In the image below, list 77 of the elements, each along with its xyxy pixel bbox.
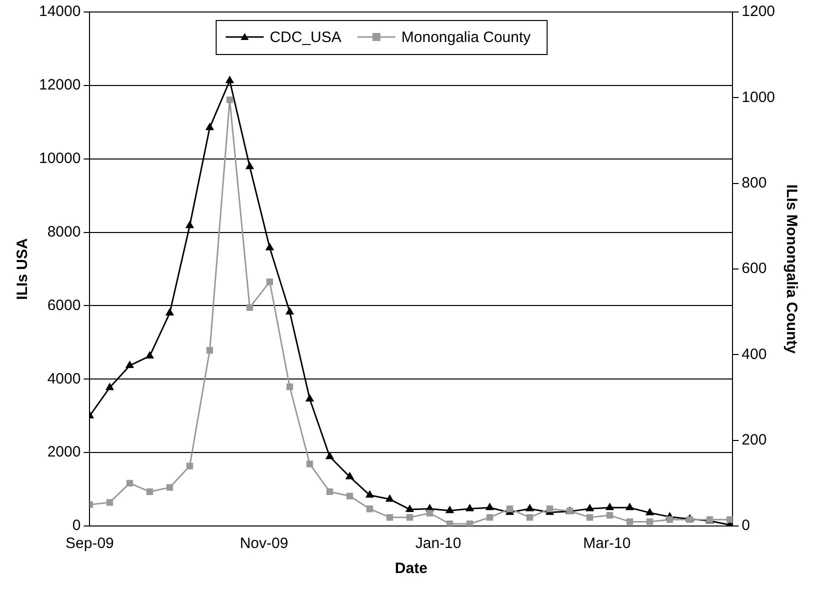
point xyxy=(166,308,174,316)
legend-label: CDC_USA xyxy=(270,29,342,46)
y-tick-label: 14000 xyxy=(38,3,81,20)
point xyxy=(406,504,414,512)
y2-tick-label: 400 xyxy=(742,346,767,363)
point xyxy=(446,520,454,526)
point xyxy=(426,510,434,516)
point xyxy=(386,494,394,502)
x-tick-label: Jan-10 xyxy=(415,535,462,552)
point xyxy=(106,499,114,506)
x-tick-label: Sep-09 xyxy=(66,535,114,552)
point xyxy=(586,504,594,512)
point xyxy=(366,490,374,498)
point xyxy=(186,462,194,470)
point xyxy=(166,484,174,491)
point xyxy=(466,520,474,526)
y-tick-label: 2000 xyxy=(47,444,81,461)
y-tick-label: 0 xyxy=(72,517,81,534)
y2-tick-label: 800 xyxy=(742,174,767,192)
point xyxy=(226,96,234,104)
point xyxy=(606,503,614,510)
point xyxy=(406,514,414,521)
y-axis-title: ILIs USA xyxy=(14,238,32,300)
point xyxy=(326,452,334,460)
point xyxy=(106,383,114,390)
point xyxy=(346,492,354,500)
point xyxy=(146,488,154,496)
point xyxy=(206,123,214,130)
point xyxy=(246,162,254,170)
y2-tick-label: 0 xyxy=(742,517,750,534)
y2-tick-label: 200 xyxy=(742,431,767,448)
x-axis-title: Date xyxy=(394,560,428,578)
point xyxy=(646,508,654,516)
point xyxy=(666,516,674,523)
point xyxy=(266,243,274,250)
point xyxy=(286,383,294,390)
point xyxy=(606,512,614,519)
point xyxy=(346,472,354,480)
point xyxy=(626,518,634,526)
x-tick-label: Mar-10 xyxy=(583,535,631,552)
y2-axis-title: ILIs Monongalia County xyxy=(782,184,800,354)
point xyxy=(246,304,254,311)
y2-tick-label: 1200 xyxy=(742,3,776,20)
point xyxy=(286,307,294,314)
point xyxy=(486,514,494,521)
point xyxy=(506,506,514,512)
x-tick-label: Nov-09 xyxy=(240,535,288,552)
point xyxy=(546,506,554,512)
point xyxy=(266,278,274,286)
point xyxy=(446,506,454,514)
point xyxy=(646,518,654,526)
point xyxy=(306,460,314,468)
point xyxy=(726,516,733,523)
point xyxy=(226,76,234,84)
point xyxy=(326,488,334,496)
point xyxy=(206,347,214,354)
y-tick-label: 12000 xyxy=(38,76,81,94)
point xyxy=(386,514,394,521)
y-tick-label: 4000 xyxy=(47,370,81,388)
point xyxy=(306,394,314,402)
y-tick-label: 6000 xyxy=(47,296,81,314)
legend-label: Monongalia County xyxy=(401,29,532,46)
point xyxy=(626,503,634,510)
point xyxy=(586,514,594,521)
point xyxy=(146,352,154,359)
point xyxy=(126,480,134,486)
point xyxy=(526,514,534,521)
point xyxy=(126,361,134,368)
y2-tick-label: 1000 xyxy=(742,88,776,106)
point xyxy=(526,504,534,512)
point xyxy=(186,221,194,228)
y-tick-label: 8000 xyxy=(47,223,81,240)
point xyxy=(486,503,494,510)
y-tick-label: 10000 xyxy=(38,150,81,167)
point xyxy=(466,504,474,512)
point xyxy=(366,506,374,512)
y2-tick-label: 600 xyxy=(742,260,767,278)
